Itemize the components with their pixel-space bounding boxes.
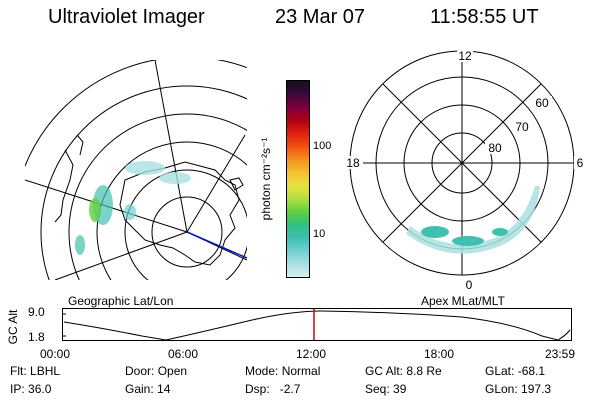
geo-map-label: Geographic Lat/Lon [68, 294, 174, 308]
colorbar [286, 80, 310, 278]
status-glon: GLon: 197.3 [485, 382, 552, 396]
colorbar-gradient [287, 81, 309, 277]
mlat-label-80: 80 [488, 141, 502, 155]
timeline-xtick-1800: 18:00 [424, 347, 455, 361]
mlat-label-70: 70 [515, 120, 529, 134]
altitude-curve [63, 310, 571, 341]
timeline-ytick-low: 1.8 [28, 330, 45, 344]
mlt-label-18: 18 [346, 156, 360, 170]
timeline-xtick-1200: 12:00 [296, 347, 327, 361]
date-label: 23 Mar 07 [275, 6, 366, 28]
status-glat: GLat: -68.1 [485, 364, 546, 378]
status-dsp: Dsp: -2.7 [245, 382, 301, 396]
geo-aurora-emission [75, 161, 191, 255]
status-door: Door: Open [125, 364, 188, 378]
mlt-label-0: 0 [466, 278, 473, 290]
polar-plot: 12 18 6 0 60 70 80 [343, 49, 586, 290]
timeline-ytick-high: 9.0 [28, 305, 45, 319]
status-ip: IP: 36.0 [10, 382, 52, 396]
timeline-xtick-0600: 06:00 [168, 347, 199, 361]
colorbar-unit-label: photon cm⁻²s⁻¹ [259, 137, 273, 221]
mlat-label-60: 60 [535, 96, 549, 110]
status-seq: Seq: 39 [365, 382, 407, 396]
colorbar-tick-100: 100 [313, 140, 332, 152]
status-filter: Flt: LBHL [10, 364, 61, 378]
status-gain: Gain: 14 [125, 382, 171, 396]
polar-aurora-oval [406, 186, 540, 254]
altitude-timeline [62, 308, 572, 341]
polar-map-label: Apex MLat/MLT [421, 294, 505, 308]
timeline-xtick-0000: 00:00 [40, 347, 71, 361]
mlt-label-12: 12 [458, 49, 472, 63]
mlt-label-6: 6 [577, 156, 584, 170]
status-gc-alt: GC Alt: 8.8 Re [365, 364, 442, 378]
geographic-map [25, 60, 248, 280]
satellite-track [186, 231, 248, 259]
colorbar-tick-10: 10 [313, 228, 326, 240]
timeline-ylabel: GC Alt [6, 309, 20, 345]
status-mode: Mode: Normal [245, 364, 321, 378]
instrument-title: Ultraviolet Imager [48, 6, 205, 28]
timeline-xtick-2359: 23:59 [545, 347, 576, 361]
time-label: 11:58:55 UT [430, 6, 539, 28]
